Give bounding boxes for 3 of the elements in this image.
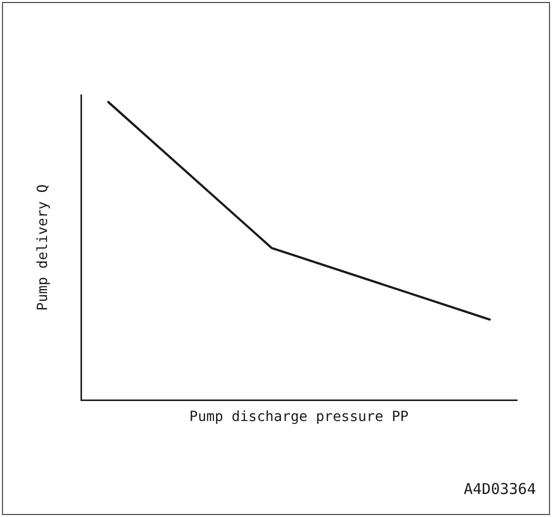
y-axis-title: Pump delivery Q: [35, 184, 52, 311]
x-axis-title: Pump discharge pressure PP: [189, 409, 409, 426]
text: A4D03364: [464, 480, 536, 498]
